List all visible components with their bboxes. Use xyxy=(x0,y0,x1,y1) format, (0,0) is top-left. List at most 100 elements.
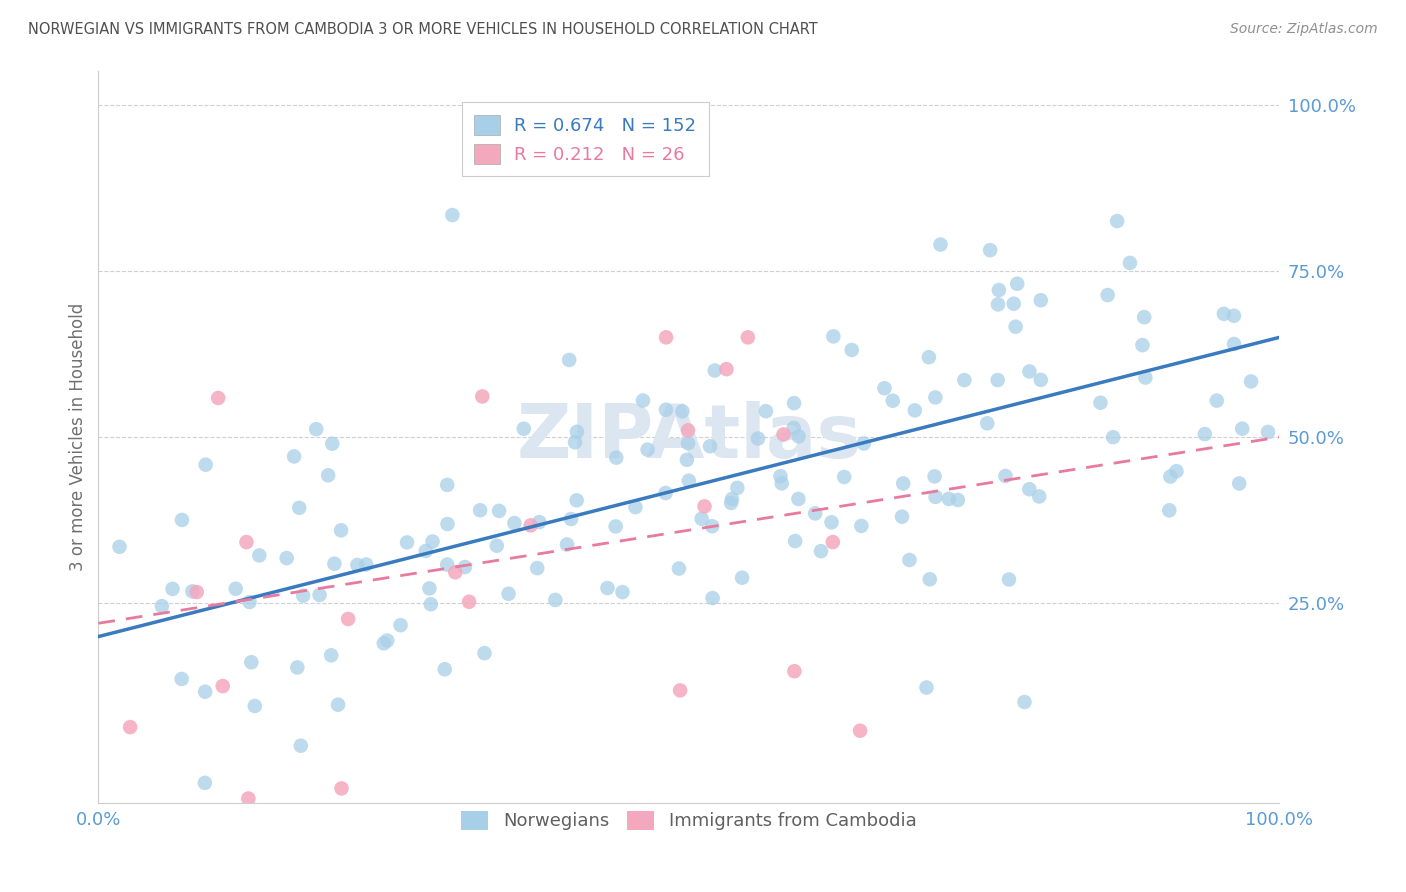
Point xyxy=(519,518,541,533)
Point xyxy=(415,544,437,558)
Point xyxy=(346,558,368,572)
Point xyxy=(1133,310,1156,325)
Point xyxy=(1240,375,1263,389)
Point xyxy=(471,389,494,403)
Point xyxy=(605,519,627,533)
Point xyxy=(716,362,738,376)
Text: ZIPAtlas: ZIPAtlas xyxy=(516,401,862,474)
Point xyxy=(1232,422,1254,436)
Point xyxy=(1029,373,1052,387)
Point xyxy=(1212,307,1234,321)
Point xyxy=(898,553,921,567)
Point xyxy=(671,404,693,418)
Point xyxy=(565,425,588,439)
Point xyxy=(1018,364,1040,378)
Point xyxy=(330,781,353,796)
Point xyxy=(924,469,946,483)
Point xyxy=(849,723,872,738)
Point xyxy=(560,512,582,526)
Point xyxy=(1107,214,1129,228)
Point xyxy=(891,476,914,491)
Point xyxy=(783,421,806,435)
Point xyxy=(150,599,173,614)
Point xyxy=(1227,476,1250,491)
Point xyxy=(755,404,778,418)
Point xyxy=(693,500,716,514)
Point xyxy=(1004,319,1026,334)
Point xyxy=(1018,482,1040,496)
Point xyxy=(631,393,654,408)
Point xyxy=(676,436,699,450)
Point xyxy=(238,791,260,805)
Point xyxy=(468,503,491,517)
Point xyxy=(305,422,328,436)
Point xyxy=(747,432,769,446)
Point xyxy=(770,476,793,491)
Point xyxy=(321,436,343,450)
Point xyxy=(330,524,353,538)
Point xyxy=(721,491,744,506)
Point xyxy=(783,396,806,410)
Point xyxy=(247,549,270,563)
Point xyxy=(1159,503,1181,517)
Point xyxy=(235,535,257,549)
Point xyxy=(225,582,247,596)
Point xyxy=(1119,256,1142,270)
Point xyxy=(564,435,586,450)
Point xyxy=(785,534,807,549)
Point xyxy=(987,297,1010,311)
Point xyxy=(852,436,875,450)
Point xyxy=(170,672,193,686)
Point xyxy=(436,478,458,492)
Point xyxy=(486,829,509,843)
Point xyxy=(288,500,311,515)
Point xyxy=(654,486,676,500)
Point xyxy=(555,537,578,551)
Point xyxy=(194,776,217,790)
Point xyxy=(373,636,395,650)
Point xyxy=(1028,490,1050,504)
Point xyxy=(276,551,298,566)
Point xyxy=(529,515,551,529)
Point xyxy=(186,585,208,599)
Point xyxy=(441,208,464,222)
Point xyxy=(433,662,456,676)
Point xyxy=(891,509,914,524)
Point xyxy=(787,491,810,506)
Point xyxy=(953,373,976,387)
Point xyxy=(720,496,742,510)
Point xyxy=(976,417,998,431)
Point xyxy=(851,519,873,533)
Point xyxy=(841,343,863,357)
Point xyxy=(1194,427,1216,442)
Point xyxy=(108,540,131,554)
Point xyxy=(998,573,1021,587)
Point xyxy=(987,283,1010,297)
Point xyxy=(1102,430,1125,444)
Point xyxy=(222,829,245,843)
Point xyxy=(655,402,678,417)
Point xyxy=(485,539,508,553)
Point xyxy=(820,516,842,530)
Point xyxy=(170,513,193,527)
Point xyxy=(823,329,845,343)
Point xyxy=(558,353,581,368)
Point xyxy=(120,720,142,734)
Point xyxy=(436,516,458,531)
Point xyxy=(1205,393,1227,408)
Point xyxy=(1005,277,1028,291)
Point xyxy=(1002,296,1025,310)
Point xyxy=(1097,288,1119,302)
Point xyxy=(605,450,627,465)
Point xyxy=(929,237,952,252)
Point xyxy=(924,391,946,405)
Point xyxy=(283,450,305,464)
Point xyxy=(454,560,477,574)
Point xyxy=(702,519,724,533)
Point xyxy=(1132,338,1154,352)
Point xyxy=(108,829,131,843)
Point xyxy=(821,535,844,549)
Point xyxy=(769,469,792,483)
Point xyxy=(783,664,806,678)
Point xyxy=(488,504,510,518)
